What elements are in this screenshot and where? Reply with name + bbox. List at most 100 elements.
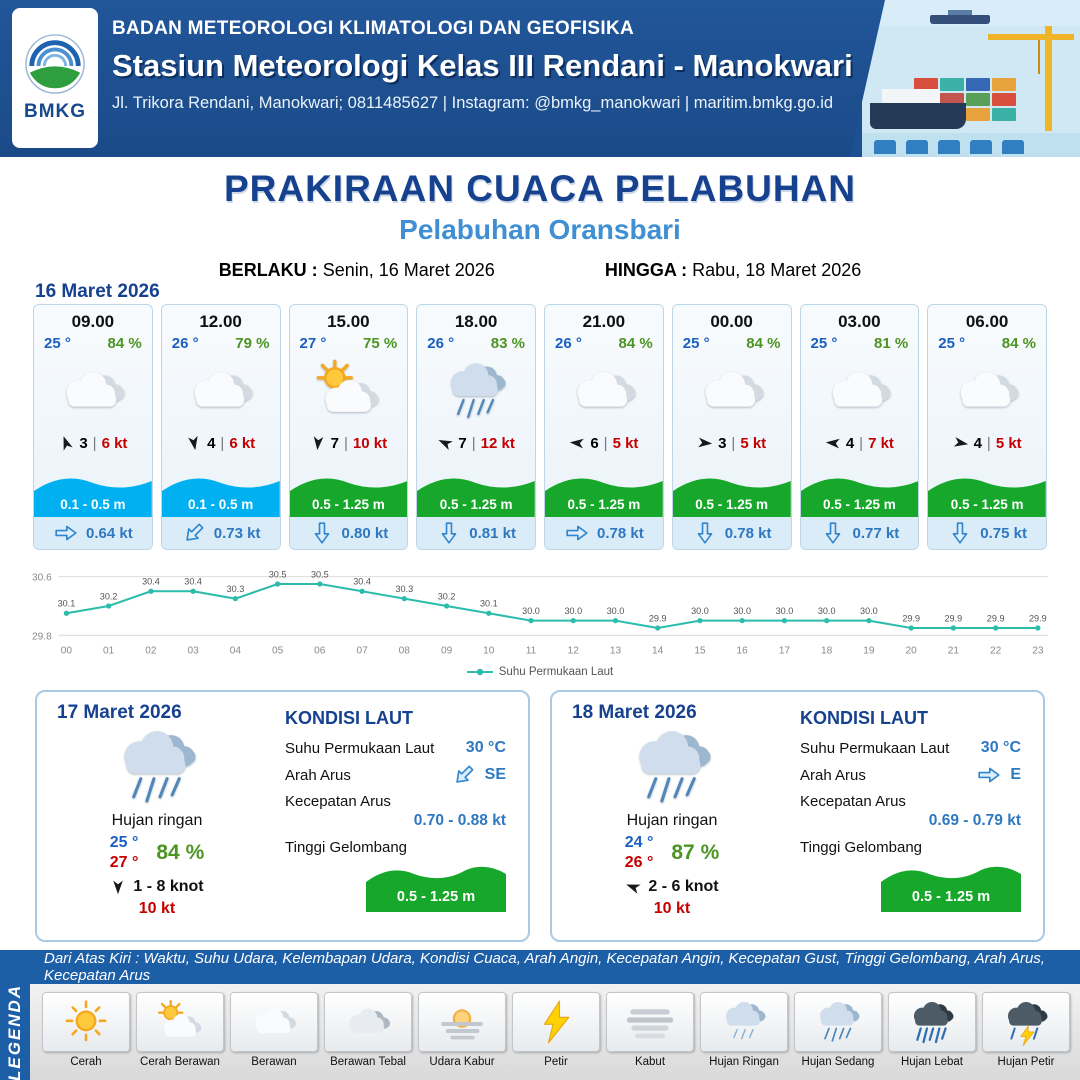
valid-from-value: Senin, 16 Maret 2026	[322, 260, 495, 280]
forecast-time: 12.00	[199, 312, 242, 331]
separator: |	[220, 434, 225, 452]
crane-icon	[988, 34, 1074, 40]
wave-height-band: 0.5 - 1.25 m	[289, 471, 408, 517]
current-direction-value: SE	[484, 766, 506, 783]
forecast-time: 09.00	[71, 312, 115, 331]
air-temp: 25 °	[938, 335, 966, 352]
cargo-ship-icon	[870, 103, 966, 129]
humidity: 84 %	[156, 841, 205, 864]
wind-direction-icon	[110, 879, 126, 895]
heavy-rain-icon	[888, 992, 976, 1052]
weather-icon-cloudy	[34, 352, 152, 430]
current-direction-icon	[53, 524, 79, 542]
legend-item-label: Berawan	[251, 1056, 297, 1068]
forecast-time: 21.00	[582, 312, 626, 331]
current-speed: 0.78 kt	[724, 524, 772, 542]
svg-text:30.0: 30.0	[691, 606, 709, 616]
current-speed: 0.77 kt	[852, 524, 900, 542]
current-speed-label: Kecepatan Arus	[285, 793, 391, 810]
air-temp: 27 °	[299, 335, 327, 352]
gust-speed: 10 kt	[352, 434, 388, 452]
wind-direction-icon	[824, 434, 841, 451]
legend-info-bar: Dari Atas Kiri : Waktu, Suhu Udara, Kele…	[0, 950, 1080, 984]
svg-text:11: 11	[526, 646, 537, 657]
wave-height-value: 0.5 - 1.25 m	[567, 497, 641, 512]
sea-conditions-heading: KONDISI LAUT	[800, 708, 928, 728]
forecast-card: 18.00 26 ° 83 % 7 | 12 kt 0.5 - 1.25 m 0.81…	[416, 304, 536, 550]
wave-height-band: 0.5 - 1.25 m	[928, 471, 1046, 517]
humidity: 75 %	[363, 335, 398, 352]
svg-text:01: 01	[103, 646, 115, 657]
legend-item-label: Udara Kabur	[429, 1056, 495, 1068]
current-speed: 0.81 kt	[469, 524, 516, 542]
weather-icon-rain	[572, 724, 772, 810]
svg-text:02: 02	[145, 646, 157, 657]
current-direction-label: Arah Arus	[800, 766, 866, 784]
svg-text:08: 08	[399, 646, 411, 657]
sst-chart-section: 30.6 29.8 30.1 00 30.2 01 30.4 02 30.4 03 30.3 04 30…	[30, 556, 1050, 678]
separator: |	[92, 434, 97, 452]
current-speed: 0.80 kt	[341, 524, 389, 542]
current-direction-icon	[824, 520, 842, 546]
forecast-card: 21.00 26 ° 84 % 6 | 5 kt 0.5 - 1.25 m 0.78 …	[544, 304, 664, 550]
weather-icon-cloudy	[673, 352, 791, 430]
legend-info-text: Dari Atas Kiri : Waktu, Suhu Udara, Kele…	[44, 950, 1045, 984]
cloud-icon	[230, 992, 318, 1052]
port-illustration	[862, 26, 1080, 157]
current-direction-value: E	[1010, 766, 1021, 783]
forecast-card: 09.00 25 ° 84 % 3 | 6 kt 0.1 - 0.5 m 0.64 k…	[33, 304, 153, 550]
wave-height-value: 0.5 - 1.25 m	[911, 889, 991, 905]
chart-legend: Suhu Permukaan Laut	[30, 666, 1050, 678]
svg-text:18: 18	[821, 646, 833, 657]
temp-min: 24 °	[624, 834, 654, 851]
air-temp: 26 °	[555, 335, 582, 352]
svg-text:03: 03	[187, 646, 199, 657]
sea-conditions-heading: KONDISI LAUT	[285, 708, 413, 728]
wave-height-badge: 0.5 - 1.25 m	[366, 860, 506, 912]
legend-item-label: Hujan Sedang	[801, 1056, 875, 1068]
container-stack	[914, 78, 1016, 91]
thick-cloud-icon	[324, 992, 412, 1052]
current-speed-value: 0.70 - 0.88 kt	[413, 812, 506, 829]
legend-item-label: Hujan Petir	[997, 1056, 1055, 1068]
legend-item-label: Cerah	[70, 1056, 102, 1068]
haze-icon	[418, 992, 506, 1052]
svg-text:19: 19	[863, 646, 875, 657]
sun-cloud-icon	[136, 992, 224, 1052]
gust-speed: 5 kt	[995, 434, 1022, 452]
weather-description: Hujan ringan	[111, 812, 203, 829]
legend-item-label: Hujan Lebat	[900, 1056, 964, 1068]
svg-text:13: 13	[610, 646, 622, 657]
legend-item-label: Cerah Berawan	[140, 1056, 220, 1068]
current-speed-label: Kecepatan Arus	[800, 793, 906, 810]
current-direction-icon	[564, 524, 590, 542]
svg-text:30.2: 30.2	[100, 591, 118, 601]
legend-item: Hujan Ringan	[700, 992, 788, 1080]
wave-height-band: 0.5 - 1.25 m	[545, 471, 663, 517]
current-direction-icon	[313, 520, 331, 546]
separator: |	[986, 434, 991, 452]
temp-max: 26 °	[624, 854, 654, 871]
wind-direction-icon	[569, 434, 586, 451]
station-name: Stasiun Meteorologi Kelas III Rendani - …	[112, 48, 853, 83]
svg-text:16: 16	[737, 646, 749, 657]
legend-item: Berawan Tebal	[324, 992, 412, 1080]
wave-height-value: 0.5 - 1.25 m	[822, 497, 896, 512]
legend-item: Cerah	[42, 992, 130, 1080]
svg-text:29.9: 29.9	[987, 613, 1005, 623]
crane-icon	[1045, 26, 1052, 131]
thunderstorm-icon	[982, 992, 1070, 1052]
svg-text:09: 09	[441, 646, 453, 657]
gust-speed: 5 kt	[740, 434, 767, 452]
svg-text:22: 22	[990, 646, 1002, 657]
port-name-subtitle: Pelabuhan Oransbari	[399, 214, 681, 245]
svg-text:30.0: 30.0	[818, 606, 836, 616]
wind-speed: 4	[973, 434, 982, 452]
current-speed: 0.73 kt	[213, 524, 261, 542]
wind-direction-icon	[435, 432, 456, 453]
svg-text:29.9: 29.9	[945, 613, 963, 623]
svg-text:15: 15	[694, 646, 706, 657]
day-date: 17 Maret 2026	[57, 702, 182, 723]
current-direction-label: Arah Arus	[285, 766, 351, 784]
current-speed-value: 0.69 - 0.79 kt	[928, 812, 1021, 829]
